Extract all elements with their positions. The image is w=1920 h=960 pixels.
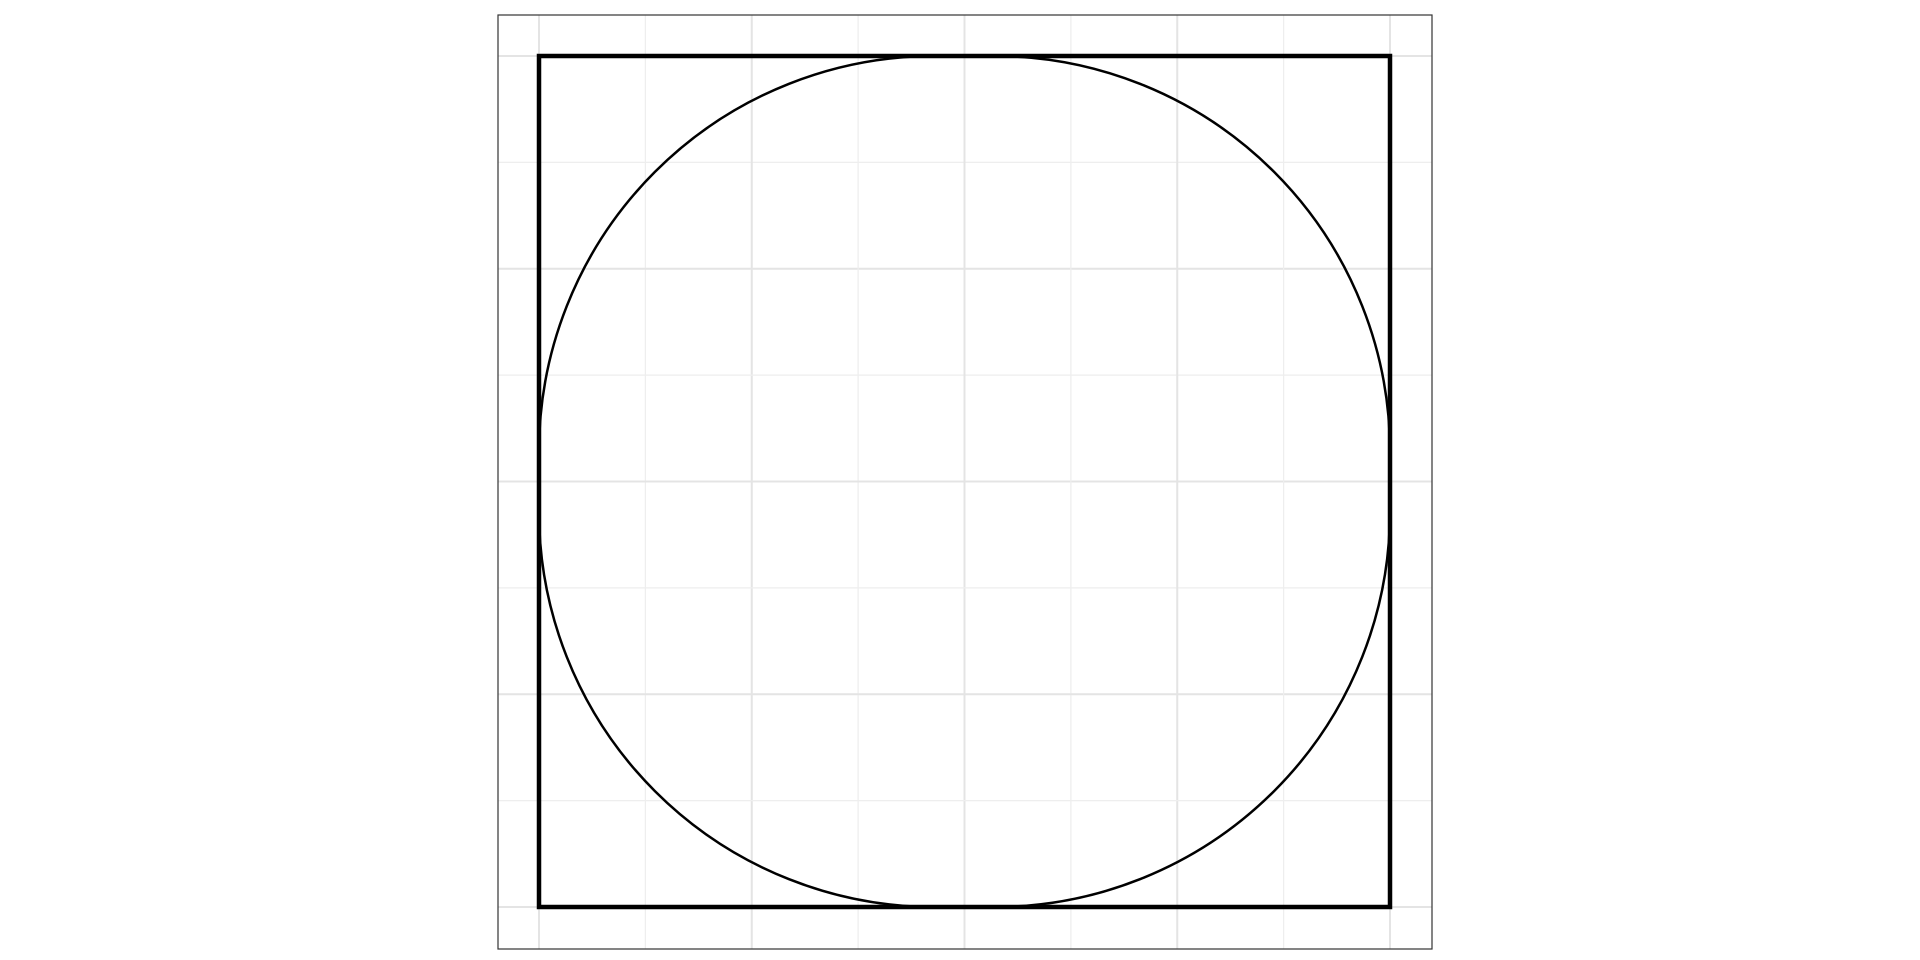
outer-frame bbox=[497, 14, 1433, 950]
inscribed-circle bbox=[537, 54, 1392, 909]
